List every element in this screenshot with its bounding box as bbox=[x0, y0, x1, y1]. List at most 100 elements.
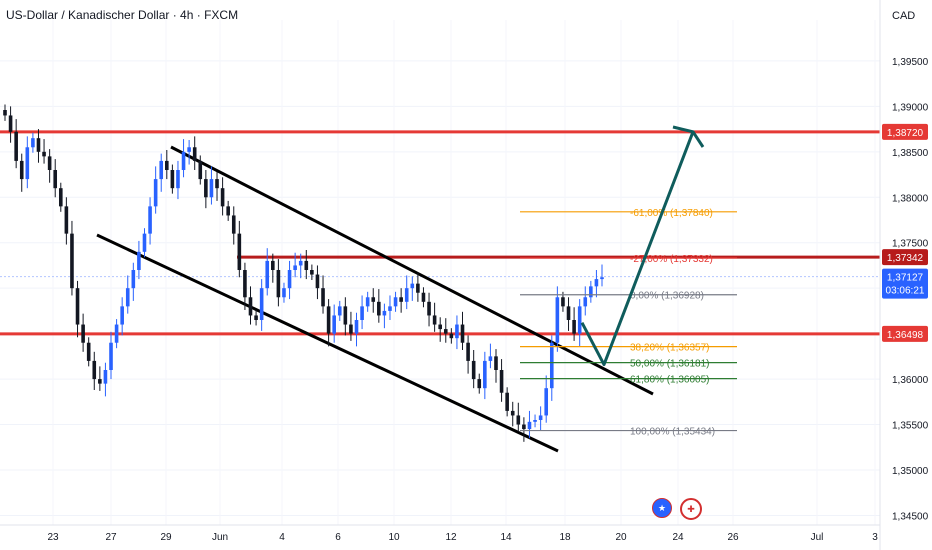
fib-level-label: 0,00% (1,36928) bbox=[630, 291, 704, 302]
candle-body bbox=[466, 342, 470, 361]
candle-body bbox=[555, 297, 560, 343]
candle-body bbox=[343, 306, 348, 325]
candle-body bbox=[310, 270, 314, 275]
candle-body bbox=[47, 156, 52, 170]
candle-body bbox=[198, 160, 203, 180]
candle-body bbox=[148, 206, 152, 234]
candle-body bbox=[404, 288, 409, 302]
candle-body bbox=[153, 179, 158, 207]
countdown-label: 03:06:21 bbox=[886, 286, 925, 297]
x-tick-label: 23 bbox=[47, 532, 59, 543]
candle-body bbox=[443, 329, 448, 334]
candle-body bbox=[204, 179, 208, 198]
candle-body bbox=[187, 147, 191, 152]
candle-body bbox=[70, 233, 74, 289]
candle-body bbox=[181, 151, 186, 170]
candle-body bbox=[81, 324, 85, 343]
candle-body bbox=[220, 188, 225, 207]
candle-body bbox=[522, 424, 526, 430]
candle-body bbox=[427, 301, 431, 316]
candle-body bbox=[19, 160, 24, 180]
price-label-bg bbox=[882, 249, 928, 266]
candle-body bbox=[25, 147, 30, 180]
y-tick-label: 1,34500 bbox=[892, 511, 929, 522]
price-label: 1,37342 bbox=[887, 253, 924, 264]
us-flag-icon[interactable]: ★ bbox=[652, 498, 672, 518]
candle-body bbox=[577, 306, 582, 334]
candle-body bbox=[566, 306, 571, 320]
fibonacci-levels: -61,00% (1,37840) -27,00% (1,37332) 0,00% … bbox=[520, 208, 737, 438]
fib-level-label: -61,00% (1,37840) bbox=[630, 208, 713, 219]
candle-body bbox=[254, 315, 258, 320]
candle-body bbox=[114, 324, 119, 343]
y-tick-label: 1,36000 bbox=[892, 375, 929, 386]
candle-body bbox=[75, 288, 80, 325]
candle-body bbox=[337, 306, 342, 316]
candle-body bbox=[505, 392, 509, 411]
candle-body bbox=[298, 260, 303, 266]
candle-body bbox=[421, 292, 426, 302]
candle-body bbox=[137, 251, 141, 270]
price-label: 1,36498 bbox=[887, 330, 924, 341]
candle-body bbox=[589, 286, 593, 298]
price-label: 1,38720 bbox=[887, 128, 924, 139]
candle-body bbox=[483, 360, 487, 389]
candle-body bbox=[282, 288, 286, 298]
y-tick-label: 1,38000 bbox=[892, 193, 929, 204]
candle-body bbox=[510, 410, 515, 416]
candle-body bbox=[360, 306, 364, 320]
candle-body bbox=[388, 306, 392, 311]
candle-body bbox=[209, 179, 214, 198]
candle-body bbox=[165, 160, 169, 170]
x-tick-label: 10 bbox=[388, 532, 400, 543]
price-label-bg bbox=[882, 325, 928, 342]
candle-body bbox=[14, 131, 18, 161]
price-label-bg bbox=[882, 123, 928, 140]
candle-body bbox=[192, 147, 197, 161]
candle-body bbox=[432, 315, 437, 325]
candle-body bbox=[170, 170, 175, 189]
x-tick-label: 3 bbox=[872, 532, 878, 543]
candle-body bbox=[92, 360, 97, 380]
fib-level-label: 100,00% (1,35434) bbox=[630, 427, 715, 438]
candle-body bbox=[449, 333, 454, 339]
chart-title: US-Dollar / Kanadischer Dollar · 4h · FX… bbox=[6, 8, 239, 22]
candle-body bbox=[544, 388, 549, 416]
candle-body bbox=[58, 188, 63, 207]
candle-body bbox=[527, 421, 532, 430]
descending-channel bbox=[96, 145, 654, 453]
x-tick-label: 29 bbox=[160, 532, 172, 543]
fib-level-label: 38,20% (1,36357) bbox=[630, 343, 710, 354]
candle-body bbox=[42, 151, 46, 157]
candle-body bbox=[271, 260, 275, 270]
candle-body bbox=[371, 297, 376, 302]
candle-body bbox=[226, 206, 230, 216]
candle-body bbox=[516, 415, 521, 425]
candle-body bbox=[321, 288, 325, 307]
ca-flag-icon[interactable]: ✚ bbox=[680, 498, 702, 520]
projection-arrowhead bbox=[672, 125, 705, 148]
candle-body bbox=[438, 324, 442, 330]
candle-body bbox=[488, 356, 493, 361]
candle-body bbox=[594, 279, 599, 287]
fib-level-label: 50,00% (1,36181) bbox=[630, 359, 710, 370]
candle-body bbox=[109, 342, 113, 370]
y-tick-label: 1,35500 bbox=[892, 421, 929, 432]
x-tick-label: 14 bbox=[500, 532, 512, 543]
candle-body bbox=[410, 283, 415, 289]
candle-body bbox=[3, 110, 7, 116]
x-tick-label: 27 bbox=[105, 532, 117, 543]
candle-body bbox=[533, 420, 537, 422]
candle-body bbox=[287, 270, 292, 289]
candle-body bbox=[176, 170, 180, 189]
current-price-bg bbox=[882, 268, 928, 299]
candle-body bbox=[53, 170, 58, 189]
candle-body bbox=[265, 260, 270, 289]
candle-body bbox=[142, 233, 147, 252]
candle-body bbox=[98, 379, 102, 384]
candle-body bbox=[103, 370, 108, 384]
candle-body bbox=[365, 297, 370, 307]
candle-body bbox=[494, 356, 498, 370]
